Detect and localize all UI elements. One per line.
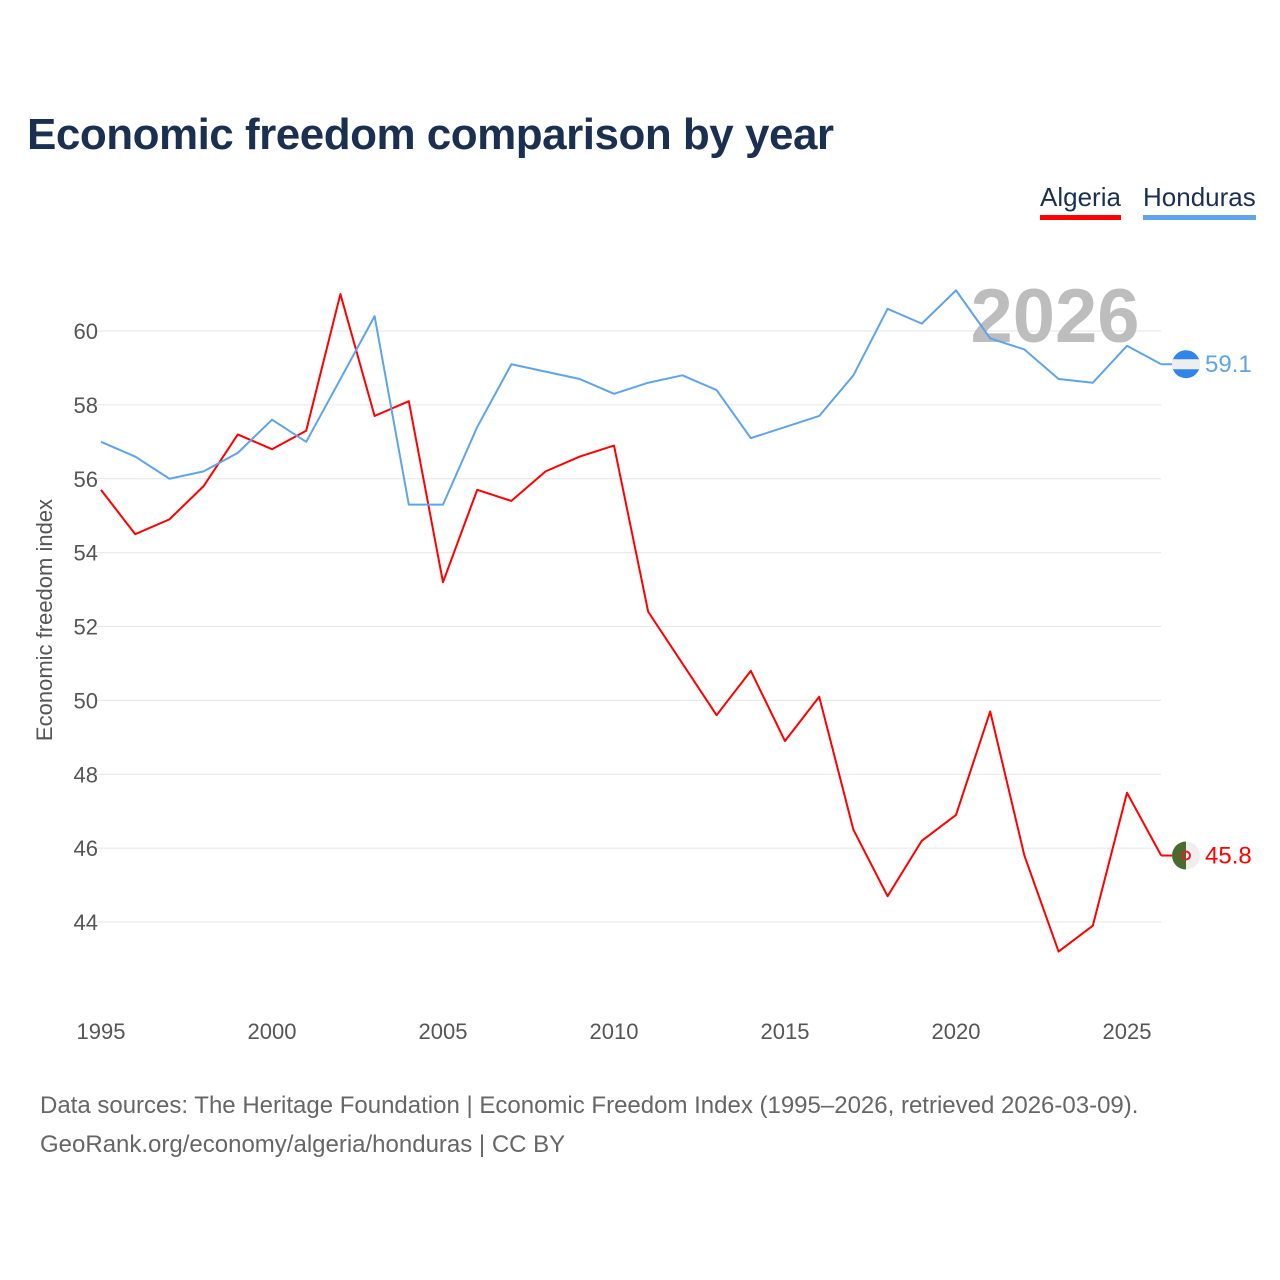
series-line-algeria	[100, 293, 1163, 953]
y-tick-label: 54	[74, 541, 98, 566]
legend-honduras[interactable]: Honduras	[1143, 182, 1256, 220]
y-tick-label: 46	[74, 836, 98, 861]
y-tick-label: 48	[74, 762, 98, 787]
y-axis-label: Economic freedom index	[32, 499, 57, 741]
end-value-label: 45.8	[1205, 843, 1252, 870]
year-watermark: 2026	[970, 274, 1139, 359]
x-tick-label: 2000	[248, 1019, 297, 1044]
flag-crescent	[1181, 850, 1191, 861]
series-line-honduras	[100, 289, 1162, 506]
x-tick-label: 2020	[932, 1019, 981, 1044]
end-value-label: 59.1	[1205, 351, 1252, 378]
y-tick-label: 56	[74, 467, 98, 492]
x-tick-label: 2005	[419, 1019, 468, 1044]
algeria-flag-icon	[1172, 841, 1200, 870]
y-tick-label: 50	[74, 688, 98, 713]
y-tick-label: 60	[74, 319, 98, 344]
y-tick-label: 52	[74, 615, 98, 640]
flag-white-band	[1172, 359, 1200, 370]
source-note: Data sources: The Heritage Foundation | …	[40, 1086, 1138, 1164]
x-tick-label: 1995	[77, 1019, 126, 1044]
source-line-1: Data sources: The Heritage Foundation | …	[40, 1092, 1139, 1119]
x-tick-label: 2015	[761, 1019, 810, 1044]
flag-green	[1172, 841, 1186, 870]
chart-title: Economic freedom comparison by year	[27, 110, 834, 159]
y-tick-label: 44	[74, 910, 98, 935]
legend-algeria[interactable]: Algeria	[1040, 182, 1121, 220]
x-tick-label: 2025	[1103, 1019, 1152, 1044]
source-line-2[interactable]: GeoRank.org/economy/algeria/honduras | C…	[40, 1131, 566, 1158]
honduras-flag-icon	[1172, 350, 1200, 379]
x-tick-label: 2010	[590, 1019, 639, 1044]
y-tick-label: 58	[74, 393, 98, 418]
